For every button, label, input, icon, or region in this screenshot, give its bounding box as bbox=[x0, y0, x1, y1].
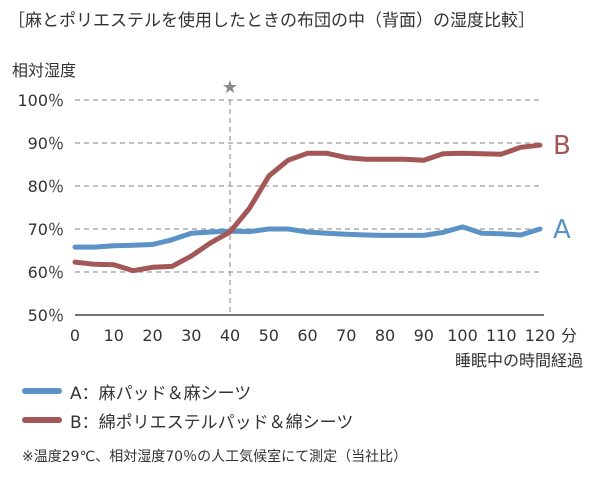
x-tick-label: 110 bbox=[486, 326, 517, 345]
grid-layer: ★ bbox=[75, 77, 540, 315]
y-tick-label: 70％ bbox=[28, 220, 64, 239]
x-tick-label: 100 bbox=[447, 326, 478, 345]
x-tick-label: 30 bbox=[181, 326, 201, 345]
x-axis-unit: 分 bbox=[561, 326, 577, 345]
legend-item-a: A：麻パッド＆麻シーツ bbox=[22, 378, 353, 404]
series-line-b bbox=[72, 142, 543, 274]
chart-title: ［麻とポリエステルを使用したときの布団の中（背面）の湿度比較］ bbox=[8, 10, 535, 31]
y-tick-label: 100％ bbox=[17, 91, 64, 110]
legend-item-b: B：綿ポリエステルパッド＆綿シーツ bbox=[22, 407, 353, 433]
legend-swatch-a bbox=[22, 388, 62, 394]
legend-label-b: B：綿ポリエステルパッド＆綿シーツ bbox=[70, 412, 354, 433]
series-end-label-a: A bbox=[553, 215, 571, 245]
y-tick-label: 60％ bbox=[28, 263, 64, 282]
x-axis-label: 睡眠中の時間経過 bbox=[455, 351, 583, 370]
series-line-a bbox=[72, 224, 543, 250]
y-axis-label: 相対湿度 bbox=[12, 61, 76, 80]
x-tick-label: 20 bbox=[142, 326, 162, 345]
x-tick-label: 10 bbox=[104, 326, 124, 345]
legend: A：麻パッド＆麻シーツ B：綿ポリエステルパッド＆綿シーツ bbox=[22, 378, 353, 436]
x-tick-label: 40 bbox=[220, 326, 240, 345]
x-tick-label: 60 bbox=[297, 326, 317, 345]
y-tick-label: 90％ bbox=[28, 134, 64, 153]
x-tick-label: 80 bbox=[375, 326, 395, 345]
axis-layer: 50％ 60％ 70％ 80％ 90％ 100％ 0 10 20 30 40 50 60 70 80 90 10… bbox=[17, 91, 577, 345]
legend-swatch-b bbox=[22, 417, 62, 423]
x-tick-label: 50 bbox=[259, 326, 279, 345]
x-tick-label: 120 bbox=[525, 326, 556, 345]
legend-label-a: A：麻パッド＆麻シーツ bbox=[70, 383, 252, 404]
marker-star: ★ bbox=[222, 77, 238, 98]
y-tick-label: 80％ bbox=[28, 177, 64, 196]
x-tick-label: 90 bbox=[414, 326, 434, 345]
footnote: ※温度29℃、相対湿度70％の人工気候室にて測定（当社比） bbox=[22, 449, 408, 465]
y-tick-label: 50％ bbox=[28, 306, 64, 325]
series-layer bbox=[72, 142, 543, 274]
x-tick-label: 70 bbox=[336, 326, 356, 345]
x-tick-label: 0 bbox=[70, 326, 80, 345]
series-end-label-b: B bbox=[553, 131, 571, 161]
label-layer: AB bbox=[553, 131, 571, 245]
